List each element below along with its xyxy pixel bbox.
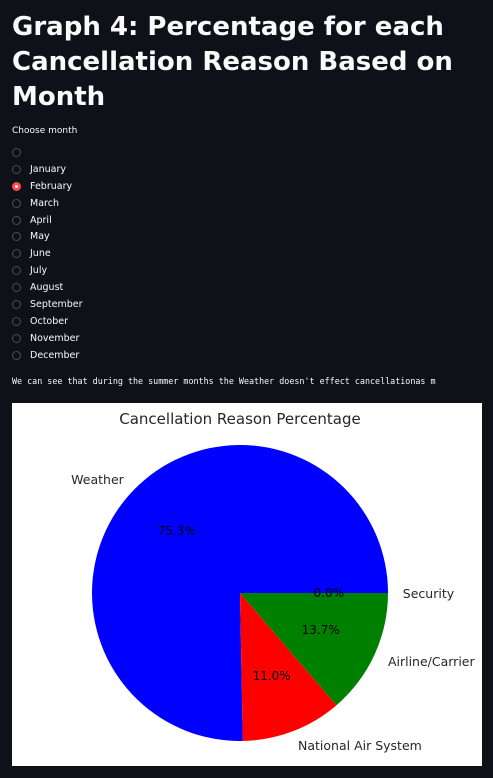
month-option-february[interactable]: February xyxy=(12,178,83,195)
month-option-label: November xyxy=(30,332,80,344)
month-option-may[interactable]: May xyxy=(12,228,83,245)
pie-percent-label: 11.0% xyxy=(253,669,291,683)
pie-chart-panel: Cancellation Reason Percentage 75.3% Weat… xyxy=(12,403,482,766)
month-option-october[interactable]: October xyxy=(12,313,83,330)
radio-selected-icon[interactable] xyxy=(12,181,21,191)
radio-unselected-icon[interactable] xyxy=(12,333,21,343)
analysis-note: We can see that during the summer months… xyxy=(12,376,436,386)
radio-unselected-icon[interactable] xyxy=(12,283,21,293)
pie-category-label: Security xyxy=(403,586,455,601)
month-option-june[interactable]: June xyxy=(12,245,83,262)
radio-unselected-icon[interactable] xyxy=(12,316,21,326)
month-option-september[interactable]: September xyxy=(12,296,83,313)
month-option-label: December xyxy=(30,349,80,361)
month-option-march[interactable]: March xyxy=(12,195,83,212)
month-option-november[interactable]: November xyxy=(12,330,83,347)
month-option-label: February xyxy=(30,180,73,192)
month-option-label: July xyxy=(30,265,48,277)
month-option-label: September xyxy=(30,298,83,310)
month-option-label: May xyxy=(30,231,50,243)
radio-unselected-icon[interactable] xyxy=(12,164,21,174)
month-radio-group: January February March April May June July Augu… xyxy=(12,144,83,364)
pie-chart: Cancellation Reason Percentage 75.3% Weat… xyxy=(71,410,476,753)
month-option-label: March xyxy=(30,197,59,209)
radio-unselected-icon[interactable] xyxy=(12,232,21,242)
month-option-label: August xyxy=(30,282,64,294)
pie-slice-national-air-system xyxy=(240,593,337,741)
pie-percent-label: 13.7% xyxy=(302,623,340,637)
month-option-april[interactable]: April xyxy=(12,212,83,229)
pie-percent-label: 75.3% xyxy=(158,524,196,538)
month-option-label: April xyxy=(30,214,52,226)
pie-percent-label: 0.0% xyxy=(314,586,345,600)
month-option-label: June xyxy=(30,248,51,260)
month-option-label: January xyxy=(30,163,67,175)
pie-category-label: National Air System xyxy=(298,738,422,753)
pie-slice-airline-carrier xyxy=(240,593,388,706)
month-option-blank[interactable] xyxy=(12,144,83,161)
month-option-july[interactable]: July xyxy=(12,262,83,279)
page-title: Graph 4: Percentage for each Cancellatio… xyxy=(12,12,453,112)
radio-unselected-icon[interactable] xyxy=(12,266,21,276)
chart-title: Cancellation Reason Percentage xyxy=(119,410,361,428)
pie-category-label: Airline/Carrier xyxy=(388,654,476,669)
pie-category-label: Weather xyxy=(71,472,124,487)
month-selector-label: Choose month xyxy=(12,126,78,136)
month-option-august[interactable]: August xyxy=(12,279,83,296)
month-option-label: October xyxy=(30,315,69,327)
radio-unselected-icon[interactable] xyxy=(12,249,21,259)
radio-unselected-icon[interactable] xyxy=(12,215,21,225)
month-option-january[interactable]: January xyxy=(12,161,83,178)
month-option-december[interactable]: December xyxy=(12,347,83,364)
radio-unselected-icon[interactable] xyxy=(12,198,21,208)
radio-unselected-icon[interactable] xyxy=(12,350,21,360)
radio-unselected-icon[interactable] xyxy=(12,147,21,157)
radio-unselected-icon[interactable] xyxy=(12,299,21,309)
